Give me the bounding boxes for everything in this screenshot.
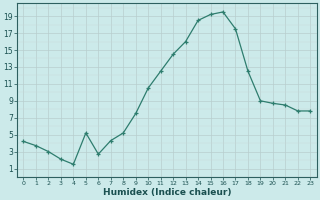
X-axis label: Humidex (Indice chaleur): Humidex (Indice chaleur) xyxy=(103,188,231,197)
